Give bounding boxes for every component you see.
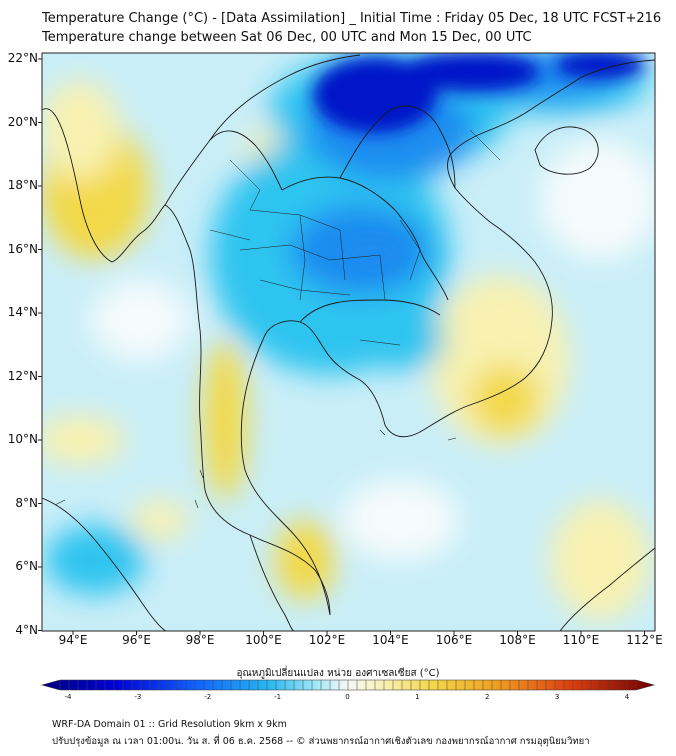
lat-tick-label: 10°N (7, 432, 38, 446)
border-myanmar-thailand (164, 130, 283, 206)
colorbar-tick-label: -2 (204, 693, 212, 701)
lon-tick-label: 102°E (308, 633, 346, 647)
lat-tick-label: 16°N (7, 241, 38, 256)
border-china (209, 54, 361, 141)
lon-tick-label: 98°E (185, 633, 215, 647)
lat-tick-label: 22°N (7, 51, 38, 65)
colorbar-tick-label: -1 (274, 693, 282, 701)
coastline-gulf-thailand (240, 59, 655, 616)
coastlines-and-borders (42, 54, 655, 631)
internal-boundaries (209, 129, 501, 346)
border-laos-vietnam (339, 105, 456, 189)
border-thailand-cambodia (299, 299, 441, 323)
coastline-sumatra (42, 497, 167, 631)
footer-model-info: WRF-DA Domain 01 :: Grid Resolution 9km … (52, 719, 287, 730)
lon-tick-label: 104°E (372, 633, 409, 647)
islands (54, 429, 457, 509)
colorbar-tick-label: 4 (624, 693, 630, 701)
coastline-hainan (534, 126, 599, 175)
colorbar-tick-label: -4 (64, 693, 72, 701)
colorbar (40, 679, 656, 691)
lat-tick-label: 8°N (15, 495, 38, 510)
lon-tick-label: 110°E (562, 633, 600, 647)
coastline-malay-peninsula (249, 534, 295, 631)
lon-tick-label: 100°E (245, 633, 282, 647)
lat-tick-label: 18°N (7, 178, 38, 192)
lon-tick-label: 112°E (626, 633, 663, 647)
map-title-line1: Temperature Change (°C) - [Data Assimila… (42, 11, 662, 26)
colorbar-tick-label: 0 (345, 693, 350, 701)
lat-tick-label: 4°N (15, 622, 38, 637)
lon-tick-label: 108°E (499, 633, 536, 647)
colorbar-tick-label: -3 (134, 693, 142, 701)
colorbar-label: อุณหภูมิเปลี่ยนแปลง หน่วย องศาเซลเซียส (… (236, 668, 440, 679)
coastline-borneo (559, 547, 655, 631)
colorbar-tick-label: 3 (554, 693, 560, 701)
border-thailand-laos (281, 176, 449, 301)
colorbar-tick-label: 1 (415, 693, 420, 701)
lon-tick-label: 106°E (435, 633, 473, 647)
lon-tick-label: 94°E (58, 633, 88, 647)
temperature-field (42, 53, 655, 631)
map-frame (41, 52, 656, 632)
colorbar-tick-label: 2 (485, 693, 490, 701)
lat-tick-label: 14°N (7, 305, 38, 319)
lat-tick-label: 6°N (15, 559, 38, 573)
map-title-line2: Temperature change between Sat 06 Dec, 0… (42, 30, 532, 45)
lon-tick-label: 96°E (122, 633, 151, 647)
temperature-change-map (38, 52, 656, 691)
lat-tick-label: 20°N (7, 114, 38, 129)
lat-tick-label: 12°N (7, 368, 38, 383)
footer-update-info: ปรับปรุงข้อมูล ณ เวลา 01:00น. วัน ส. ที่… (52, 736, 590, 747)
